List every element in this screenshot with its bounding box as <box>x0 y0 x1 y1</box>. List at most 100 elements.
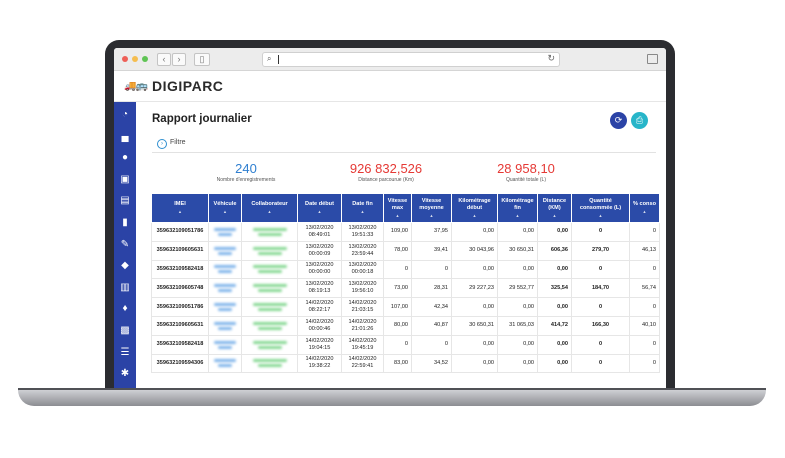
table-row[interactable]: 359632109582418 14/02/2020 19:04:15 14/02/2… <box>151 334 660 355</box>
cell-vitesse-moyenne: 34,52 <box>411 353 452 374</box>
wrench-icon[interactable]: ✎ <box>120 238 130 250</box>
sort-icon[interactable]: ▲ <box>395 212 400 218</box>
tabs-overview-icon[interactable] <box>647 54 658 64</box>
table-row[interactable]: 359632109605631 13/02/2020 00:00:09 13/02/2… <box>151 240 660 261</box>
redacted-text <box>214 359 236 363</box>
cell-vitesse-moyenne: 0 <box>411 334 452 355</box>
user-icon[interactable]: ● <box>121 152 129 164</box>
time-value: 08:49:01 <box>308 231 331 238</box>
close-window-dot[interactable] <box>122 56 128 62</box>
column-header-label: IMEI <box>174 201 186 207</box>
column-header-label: Date fin <box>352 201 373 207</box>
column-header-label: % conso <box>632 201 656 207</box>
app-logo[interactable]: DIGIPARC <box>152 78 224 94</box>
cell-date-debut: 13/02/2020 00:00:00 <box>297 259 342 280</box>
chevron-right-icon[interactable]: › <box>172 53 186 66</box>
layers-icon[interactable]: ◆ <box>121 260 129 272</box>
column-header[interactable]: % conso ▲ <box>629 193 660 223</box>
cell-imei: 359632109051786 <box>151 222 209 242</box>
column-header[interactable]: Date fin ▲ <box>341 193 384 223</box>
sort-icon[interactable]: ▲ <box>429 212 434 218</box>
cell-vehicle-redacted <box>208 297 242 317</box>
sort-icon[interactable]: ▲ <box>552 212 557 218</box>
value: 80,00 <box>394 322 408 329</box>
cell-imei: 359632109582418 <box>151 259 209 280</box>
column-header[interactable]: Kilométrage fin ▲ <box>497 193 538 223</box>
value: 606,36 <box>550 247 568 254</box>
value: 0,00 <box>557 341 568 348</box>
cell-vehicle-redacted <box>208 315 242 336</box>
cell-imei: 359632109582418 <box>151 334 209 355</box>
column-header[interactable]: Date début ▲ <box>297 193 342 223</box>
address-bar[interactable]: ⌕ ↻ <box>262 52 560 67</box>
reload-icon[interactable]: ↻ <box>547 53 555 63</box>
redacted-text <box>218 326 232 330</box>
column-header[interactable]: Véhicule ▲ <box>208 193 242 223</box>
sort-icon[interactable]: ▲ <box>515 212 520 218</box>
table-row[interactable]: 359632109582418 13/02/2020 00:00:00 13/02/2… <box>151 259 660 280</box>
cell-quantite: 279,70 <box>571 240 630 261</box>
table-row[interactable]: 359632109605631 14/02/2020 00:00:46 14/02/2… <box>151 315 660 336</box>
car-icon[interactable]: ▄ <box>121 130 129 142</box>
cell-conso: 0 <box>629 353 660 374</box>
minimize-window-dot[interactable] <box>132 56 138 62</box>
sort-icon[interactable]: ▲ <box>642 209 647 214</box>
column-header[interactable]: Quantité consommée (L) ▲ <box>571 193 630 223</box>
document-icon[interactable]: ▤ <box>120 195 130 207</box>
map-marker-icon[interactable]: ♦ <box>122 303 128 315</box>
column-header[interactable]: Vitesse max ▲ <box>383 193 412 223</box>
column-header[interactable]: Collaborateur ▲ <box>241 193 298 223</box>
report-icon[interactable]: ☰ <box>120 346 130 358</box>
date-value: 14/02/2020 <box>348 337 377 344</box>
print-icon[interactable]: ⎙ <box>631 112 648 129</box>
value: 0,00 <box>557 359 568 366</box>
redacted-text <box>252 265 287 269</box>
cell-date-debut: 14/02/2020 19:04:15 <box>297 334 342 355</box>
gear-icon[interactable]: ✱ <box>120 368 130 380</box>
table-row[interactable]: 359632109051786 14/02/2020 08:22:17 14/02/2… <box>151 297 660 317</box>
column-header[interactable]: Vitesse moyenne ▲ <box>411 193 452 223</box>
time-value: 19:04:15 <box>308 344 331 351</box>
sort-icon[interactable]: ▲ <box>178 209 182 214</box>
cell-distance: 0,00 <box>537 297 572 317</box>
sort-icon[interactable]: ▲ <box>317 209 322 214</box>
value: 0,00 <box>483 265 494 272</box>
dashboard-icon[interactable]: ◔ <box>121 109 129 120</box>
app-header: 🚚🚌 DIGIPARC <box>114 71 666 102</box>
sort-icon[interactable]: ▲ <box>267 209 272 214</box>
sort-icon[interactable]: ▲ <box>223 209 227 214</box>
redacted-text <box>214 321 236 325</box>
cell-imei: 359632109605748 <box>151 278 209 299</box>
filter-toggle[interactable]: Filtre <box>170 139 186 146</box>
stat-value: 926 832,526 <box>349 161 423 176</box>
time-value: 23:59:44 <box>351 250 374 257</box>
column-header-label: Quantité consommée (L) <box>579 197 622 211</box>
column-header-label: Collaborateur <box>251 201 288 207</box>
building-icon[interactable]: ▥ <box>120 281 130 293</box>
cell-km-debut: 30 043,96 <box>451 240 498 261</box>
column-header[interactable]: Distance (KM) ▲ <box>537 193 572 223</box>
cell-collaborator-redacted <box>241 240 298 261</box>
sort-icon[interactable]: ▲ <box>598 212 603 218</box>
cell-date-fin: 14/02/2020 21:03:15 <box>341 297 384 317</box>
sort-icon[interactable]: ▲ <box>472 212 477 218</box>
maximize-window-dot[interactable] <box>142 56 148 62</box>
refresh-icon[interactable]: ⟳ <box>610 112 627 129</box>
cell-vehicle-redacted <box>208 222 242 242</box>
value: 0 <box>652 359 656 366</box>
fuel-icon[interactable]: ▮ <box>122 217 128 228</box>
column-header[interactable]: IMEI ▲ <box>151 193 209 223</box>
chevron-left-icon[interactable]: ‹ <box>157 53 171 66</box>
column-header[interactable]: Kilométrage début ▲ <box>451 193 498 223</box>
vehicle-front-icon[interactable]: ▩ <box>120 325 130 336</box>
table-row[interactable]: 359632109051786 13/02/2020 08:49:01 13/02/2… <box>151 222 660 242</box>
bus-icon[interactable]: ▣ <box>120 173 130 185</box>
table-row[interactable]: 359632109594306 14/02/2020 19:38:22 14/02/2… <box>151 353 660 374</box>
sort-icon[interactable]: ▲ <box>360 209 365 214</box>
table-row[interactable]: 359632109605748 13/02/2020 08:19:13 13/02/2… <box>151 278 660 299</box>
cell-vitesse-moyenne: 0 <box>411 259 452 280</box>
cell-date-fin: 14/02/2020 22:59:41 <box>341 353 384 374</box>
date-value: 14/02/2020 <box>305 300 334 307</box>
sidebar-toggle-icon[interactable]: ▯ <box>194 53 210 66</box>
filter-toggle-icon[interactable]: › <box>157 139 167 149</box>
